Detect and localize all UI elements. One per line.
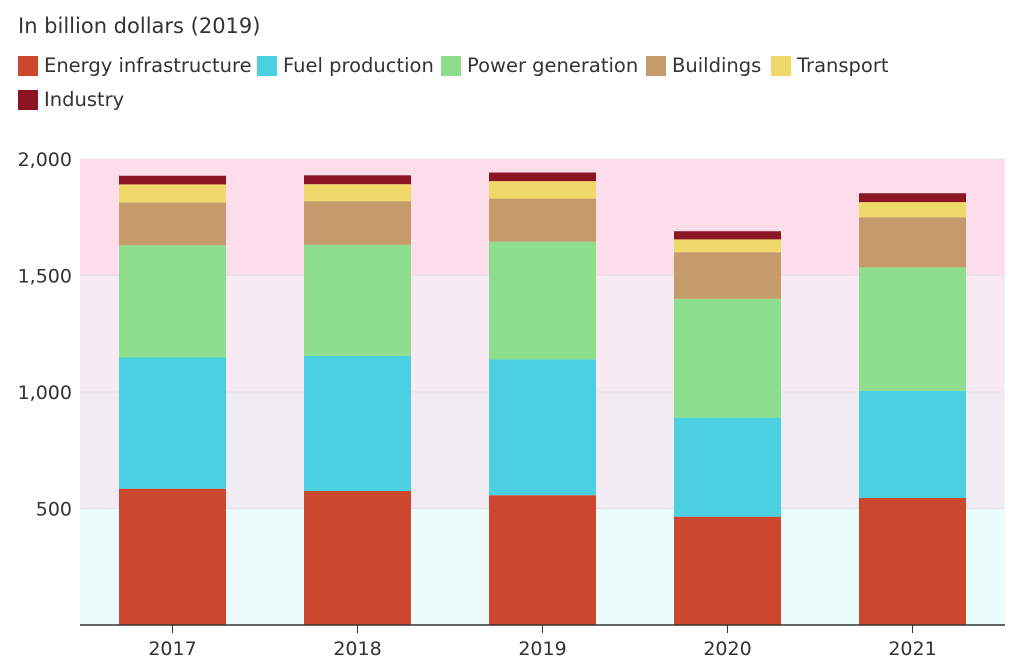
legend-item-industry[interactable]: Industry [18, 88, 124, 111]
bar-segment-transport[interactable] [304, 184, 411, 202]
x-tick-label: 2021 [888, 638, 936, 660]
bar-segment-transport[interactable] [859, 202, 966, 218]
x-tick-label: 2018 [333, 638, 381, 660]
y-tick-label: 2,000 [18, 149, 72, 171]
bar-segment-energy-infrastructure[interactable] [489, 495, 596, 625]
legend-item-fuel-production[interactable]: Fuel production [257, 54, 434, 77]
bar-segment-industry[interactable] [489, 172, 596, 182]
bar-segment-energy-infrastructure[interactable] [304, 491, 411, 625]
y-tick-label: 500 [36, 499, 72, 521]
legend-swatch [18, 55, 38, 76]
bar-segment-industry[interactable] [119, 175, 226, 185]
bar-segment-power-generation[interactable] [674, 298, 781, 418]
legend-swatch [257, 55, 277, 76]
bar-segment-fuel-production[interactable] [859, 390, 966, 499]
bar-segment-buildings[interactable] [304, 201, 411, 245]
bar-segment-fuel-production[interactable] [304, 355, 411, 492]
bar-segment-energy-infrastructure[interactable] [859, 498, 966, 625]
bar-segment-fuel-production[interactable] [119, 357, 226, 489]
bar-segment-buildings[interactable] [859, 217, 966, 268]
bar-segment-transport[interactable] [489, 181, 596, 199]
legend-swatch [441, 55, 461, 76]
legend-swatch [771, 55, 791, 76]
bar-segment-industry[interactable] [304, 175, 411, 185]
y-tick-label: 1,500 [18, 266, 72, 288]
bar-segment-transport[interactable] [674, 239, 781, 253]
legend-item-energy-infrastructure[interactable]: Energy infrastructure [18, 54, 252, 77]
x-tick-label: 2019 [518, 638, 566, 660]
legend-swatch [646, 55, 666, 76]
bar-segment-power-generation[interactable] [304, 244, 411, 356]
bar-segment-buildings[interactable] [119, 202, 226, 246]
x-tick-label: 2017 [148, 638, 196, 660]
legend-item-transport[interactable]: Transport [771, 54, 889, 77]
bar-segment-buildings[interactable] [489, 198, 596, 242]
legend-label: Transport [797, 54, 889, 77]
bar-segment-power-generation[interactable] [119, 245, 226, 358]
bar-segment-energy-infrastructure[interactable] [674, 516, 781, 625]
axes: 2017 2018 2019 2020 2021 500 1,000 1,500 2,000 [18, 149, 1005, 660]
bar-segment-industry[interactable] [859, 193, 966, 203]
legend-label: Buildings [672, 54, 762, 77]
bar-segment-buildings[interactable] [674, 252, 781, 299]
bar-segment-fuel-production[interactable] [674, 417, 781, 517]
legend-label: Fuel production [283, 54, 434, 77]
legend-label: Energy infrastructure [44, 54, 252, 77]
bar-segment-power-generation[interactable] [859, 267, 966, 391]
legend-item-buildings[interactable]: Buildings [646, 54, 761, 77]
legend-swatch [18, 89, 38, 110]
x-tick-label: 2020 [703, 638, 751, 660]
bar-segment-power-generation[interactable] [489, 241, 596, 360]
bar-segment-fuel-production[interactable] [489, 359, 596, 496]
bar-segment-industry[interactable] [674, 231, 781, 240]
bars [119, 172, 966, 625]
legend-label: Power generation [467, 54, 639, 77]
y-tick-label: 1,000 [18, 382, 72, 404]
legend-label: Industry [44, 88, 125, 111]
bar-segment-transport[interactable] [119, 184, 226, 203]
chart-subtitle: In billion dollars (2019) [18, 14, 261, 38]
bar-segment-energy-infrastructure[interactable] [119, 488, 226, 625]
legend-item-power-generation[interactable]: Power generation [441, 54, 638, 77]
